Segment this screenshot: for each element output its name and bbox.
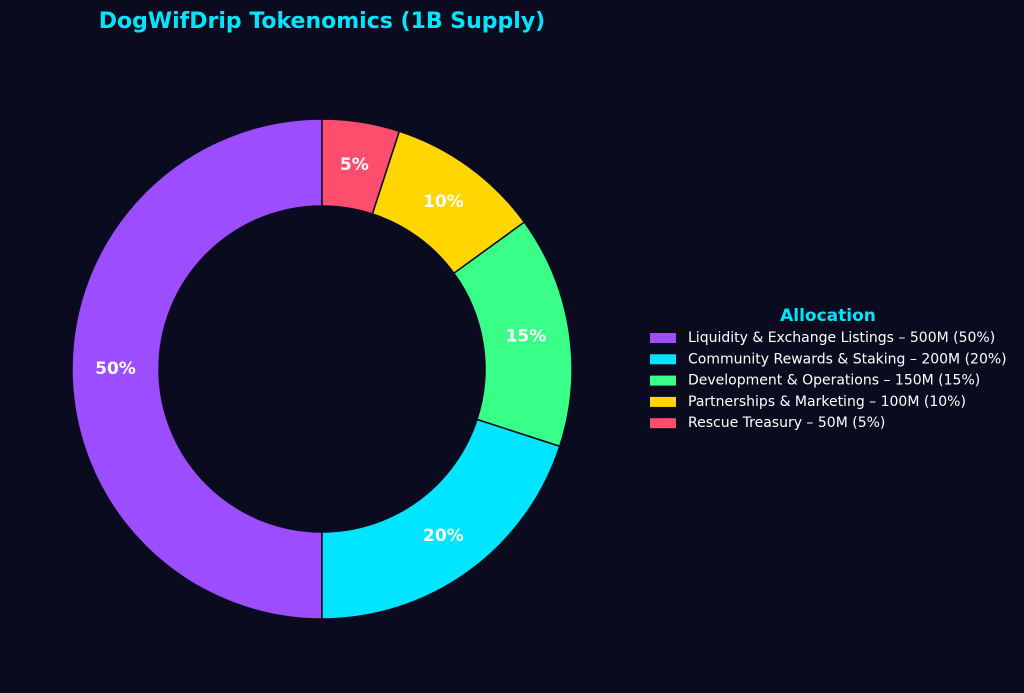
legend-label-2: Community Rewards & Staking – 200M (20%) xyxy=(688,351,1007,367)
legend-label-1: Liquidity & Exchange Listings – 500M (50… xyxy=(688,330,995,346)
legend-swatch-3 xyxy=(650,375,676,386)
slices-group xyxy=(71,118,573,620)
legend-title: Allocation xyxy=(780,306,876,326)
percent-label-2: 20% xyxy=(423,526,464,546)
percent-labels-group: 50% 20% 15% 10% 5% xyxy=(95,155,546,546)
legend: Liquidity & Exchange Listings – 500M (50… xyxy=(650,330,1007,431)
percent-label-3: 15% xyxy=(506,327,547,347)
slice-1 xyxy=(71,118,323,620)
percent-label-1: 50% xyxy=(95,359,136,379)
chart-title: DogWifDrip Tokenomics (1B Supply) xyxy=(99,9,546,34)
legend-swatch-2 xyxy=(650,354,676,365)
percent-label-4: 10% xyxy=(423,192,464,212)
legend-label-4: Partnerships & Marketing – 100M (10%) xyxy=(688,394,966,410)
legend-swatch-1 xyxy=(650,333,676,343)
legend-label-3: Development & Operations – 150M (15%) xyxy=(688,373,980,389)
legend-label-5: Rescue Treasury – 50M (5%) xyxy=(688,415,885,431)
slice-5 xyxy=(321,118,401,215)
legend-swatch-5 xyxy=(650,418,676,429)
slice-2 xyxy=(321,418,561,620)
legend-swatch-4 xyxy=(650,396,676,407)
percent-label-5: 5% xyxy=(340,155,369,175)
